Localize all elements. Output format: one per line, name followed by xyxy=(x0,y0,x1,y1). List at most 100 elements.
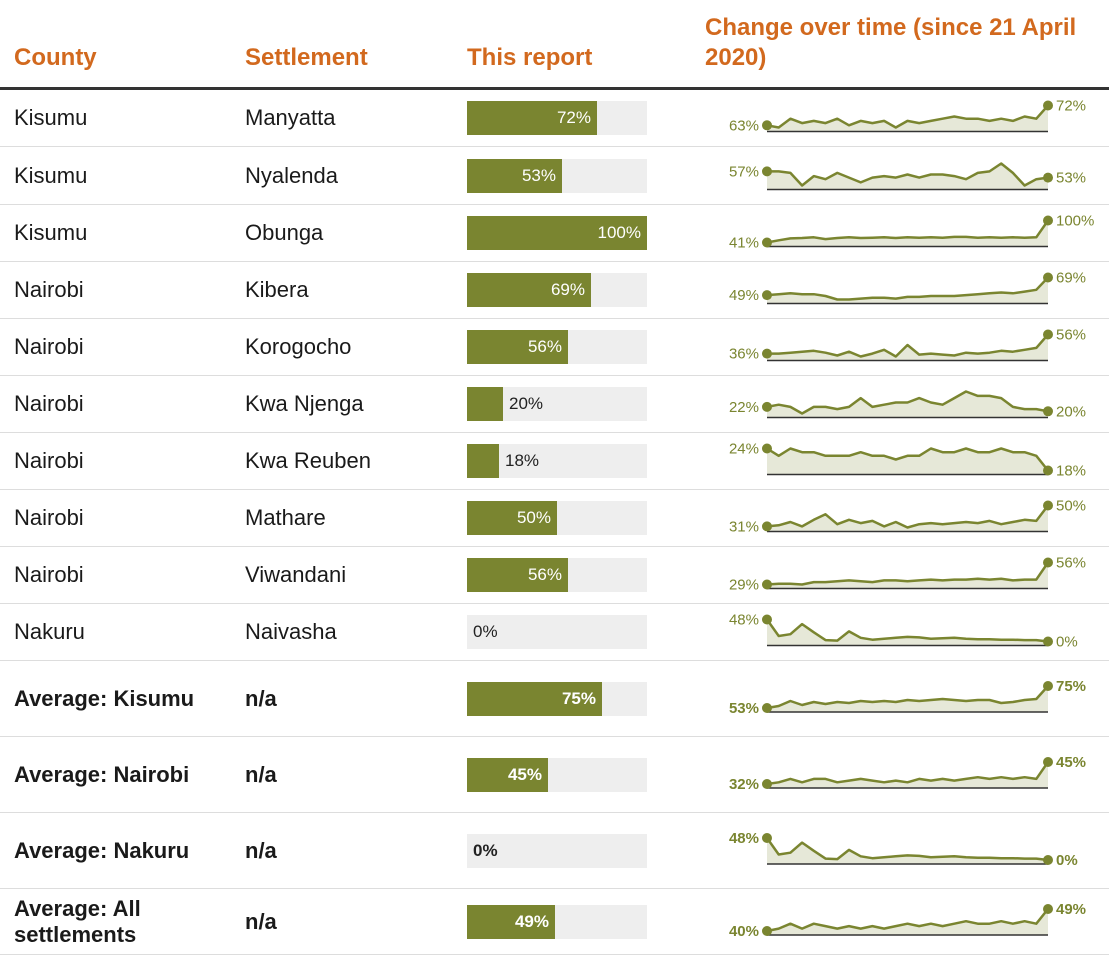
report-bar-track: 75% xyxy=(467,682,647,716)
sparkline-end-label: 56% xyxy=(1056,554,1086,571)
report-bar-track: 45% xyxy=(467,758,647,792)
report-bar-label: 56% xyxy=(528,558,562,592)
sparkline-end-label: 50% xyxy=(1056,497,1086,514)
report-cell: 72% xyxy=(467,90,647,146)
sparkline-start-dot xyxy=(762,579,772,589)
sparkline-end-dot xyxy=(1043,557,1053,567)
report-cell: 75% xyxy=(467,661,647,736)
settlement-cell: Obunga xyxy=(245,205,455,261)
county-cell: Average: Nairobi xyxy=(14,737,234,812)
table-row: Nairobi Mathare 50% 31% 50% xyxy=(0,490,1109,547)
report-bar xyxy=(467,387,503,421)
sparkline-start-label: 48% xyxy=(729,611,759,628)
settlement-cell: n/a xyxy=(245,813,455,888)
sparkline-end-label: 49% xyxy=(1056,901,1086,918)
county-cell: Average: Kisumu xyxy=(14,661,234,736)
sparkline-start-label: 57% xyxy=(729,163,759,180)
report-bar-label: 0% xyxy=(473,834,498,868)
sparkline-cell: 48% 0% xyxy=(700,604,1109,660)
report-bar-label: 75% xyxy=(562,682,596,716)
sparkline-start-label: 24% xyxy=(729,440,759,457)
report-cell: 100% xyxy=(467,205,647,261)
county-cell: Nairobi xyxy=(14,319,234,375)
report-bar-track: 53% xyxy=(467,159,647,193)
sparkline-start-label: 41% xyxy=(729,234,759,251)
sparkline-start-label: 31% xyxy=(729,518,759,535)
report-bar-label: 100% xyxy=(598,216,641,250)
sparkline-end-label: 75% xyxy=(1056,678,1086,695)
sparkline-start-dot xyxy=(762,779,772,789)
sparkline-start-label: 32% xyxy=(729,776,759,793)
settlement-cell: Nyalenda xyxy=(245,148,455,204)
sparkline-area xyxy=(767,562,1048,588)
sparkline-end-dot xyxy=(1043,172,1053,182)
report-bar-label: 0% xyxy=(473,615,498,649)
sparkline-cell: 63% 72% xyxy=(700,90,1109,146)
report-bar-track: 69% xyxy=(467,273,647,307)
sparkline: 32%45% xyxy=(700,737,1109,813)
sparkline-end-dot xyxy=(1043,100,1053,110)
sparkline-end-label: 0% xyxy=(1056,633,1078,650)
sparkline-end-dot xyxy=(1043,757,1053,767)
sparkline-start-dot xyxy=(762,237,772,247)
county-cell: Nairobi xyxy=(14,433,234,489)
sparkline-end-label: 18% xyxy=(1056,462,1086,479)
report-bar-track: 0% xyxy=(467,615,647,649)
report-bar xyxy=(467,444,499,478)
sparkline-start-label: 36% xyxy=(729,345,759,362)
report-cell: 49% xyxy=(467,889,647,954)
sparkline: 31% 50% xyxy=(700,490,1109,547)
header-county: County xyxy=(14,43,97,73)
sparkline-end-dot xyxy=(1043,681,1053,691)
county-cell: Average: All settlements xyxy=(14,889,234,954)
sparkline-start-dot xyxy=(762,926,772,936)
sparkline: 49% 69% xyxy=(700,262,1109,319)
settlement-cell: Mathare xyxy=(245,490,455,546)
sparkline-area xyxy=(767,277,1048,303)
table-row: Average: All settlements n/a 49% 40% 49% xyxy=(0,889,1109,955)
report-cell: 53% xyxy=(467,148,647,204)
sparkline-start-label: 29% xyxy=(729,576,759,593)
report-cell: 20% xyxy=(467,376,647,432)
sparkline-start-dot xyxy=(762,521,772,531)
county-cell: Nakuru xyxy=(14,604,234,660)
settlement-cell: Korogocho xyxy=(245,319,455,375)
sparkline: 41%100% xyxy=(700,205,1109,262)
settlement-cell: Manyatta xyxy=(245,90,455,146)
county-cell: Nairobi xyxy=(14,262,234,318)
header-this-report: This report xyxy=(467,43,592,73)
report-bar-label: 72% xyxy=(557,101,591,135)
settlement-cell: Viwandani xyxy=(245,547,455,603)
sparkline-end-label: 20% xyxy=(1056,403,1086,420)
sparkline-start-dot xyxy=(762,120,772,130)
sparkline-start-dot xyxy=(762,401,772,411)
settlement-cell: Kwa Njenga xyxy=(245,376,455,432)
sparkline-end-dot xyxy=(1043,215,1053,225)
sparkline-cell: 41% 100% xyxy=(700,205,1109,261)
report-bar-label: 53% xyxy=(522,159,556,193)
sparkline-end-dot xyxy=(1043,500,1053,510)
sparkline-cell: 29% 56% xyxy=(700,547,1109,603)
report-bar-track: 49% xyxy=(467,905,647,939)
report-bar-label: 20% xyxy=(509,387,543,421)
table-row: Nairobi Korogocho 56% 36% 56% xyxy=(0,319,1109,376)
settlements-table: County Settlement This report Change ove… xyxy=(0,0,1109,90)
sparkline: 48% 0% xyxy=(700,813,1109,889)
sparkline-end-dot xyxy=(1043,329,1053,339)
sparkline: 48% 0% xyxy=(700,604,1109,661)
county-cell: Nairobi xyxy=(14,490,234,546)
sparkline-start-label: 49% xyxy=(729,287,759,304)
sparkline-end-dot xyxy=(1043,272,1053,282)
sparkline-start-dot xyxy=(762,614,772,624)
table-row: Kisumu Nyalenda 53% 57% 53% xyxy=(0,148,1109,205)
sparkline-start-label: 22% xyxy=(729,398,759,415)
sparkline-start-dot xyxy=(762,290,772,300)
sparkline-cell: 57% 53% xyxy=(700,148,1109,204)
table-row: Nakuru Naivasha 0% 48% 0% xyxy=(0,604,1109,661)
report-cell: 0% xyxy=(467,813,647,888)
report-cell: 0% xyxy=(467,604,647,660)
header-change-over-time: Change over time (since 21 April 2020) xyxy=(705,13,1105,73)
sparkline-cell: 32% 45% xyxy=(700,737,1109,812)
sparkline-cell: 40% 49% xyxy=(700,889,1109,954)
sparkline-start-label: 53% xyxy=(729,700,759,717)
